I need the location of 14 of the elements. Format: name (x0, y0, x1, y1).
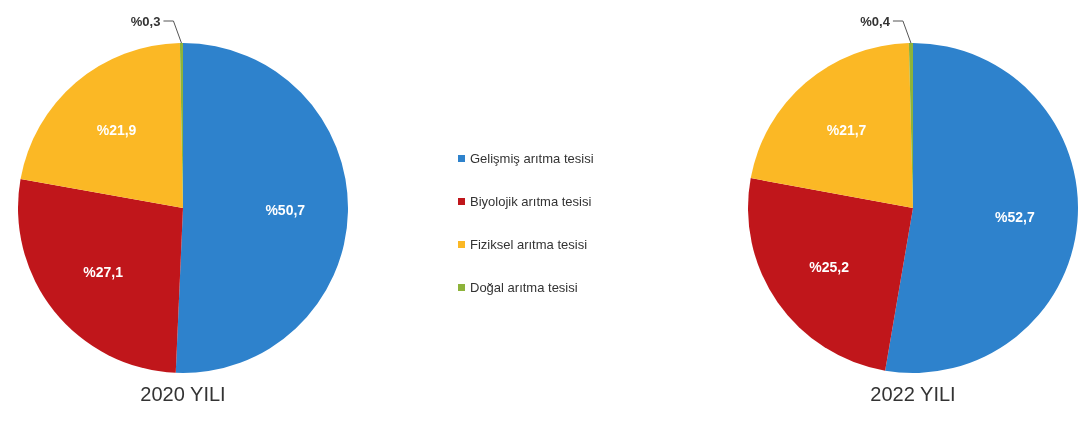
data-label: %21,7 (826, 122, 867, 139)
data-label: %0,3 (130, 13, 161, 29)
slice-label: 2022 YILI (869, 383, 957, 406)
data-label: %21,9 (96, 122, 137, 139)
legend-label: Biyolojik arıtma tesisi (470, 194, 592, 209)
data-label: %50,7 (265, 202, 306, 219)
data-label: %0,4 (860, 13, 891, 29)
data-label: %25,2 (809, 258, 850, 275)
slice-label: 2020 YILI (139, 383, 227, 406)
legend-label: Fiziksel arıtma tesisi (470, 237, 588, 252)
data-label: %27,1 (83, 263, 124, 280)
data-label: %52,7 (995, 208, 1035, 225)
legend-label: Doğal arıtma tesisi (470, 280, 578, 295)
legend-label: Gelişmiş arıtma tesisi (470, 151, 594, 166)
